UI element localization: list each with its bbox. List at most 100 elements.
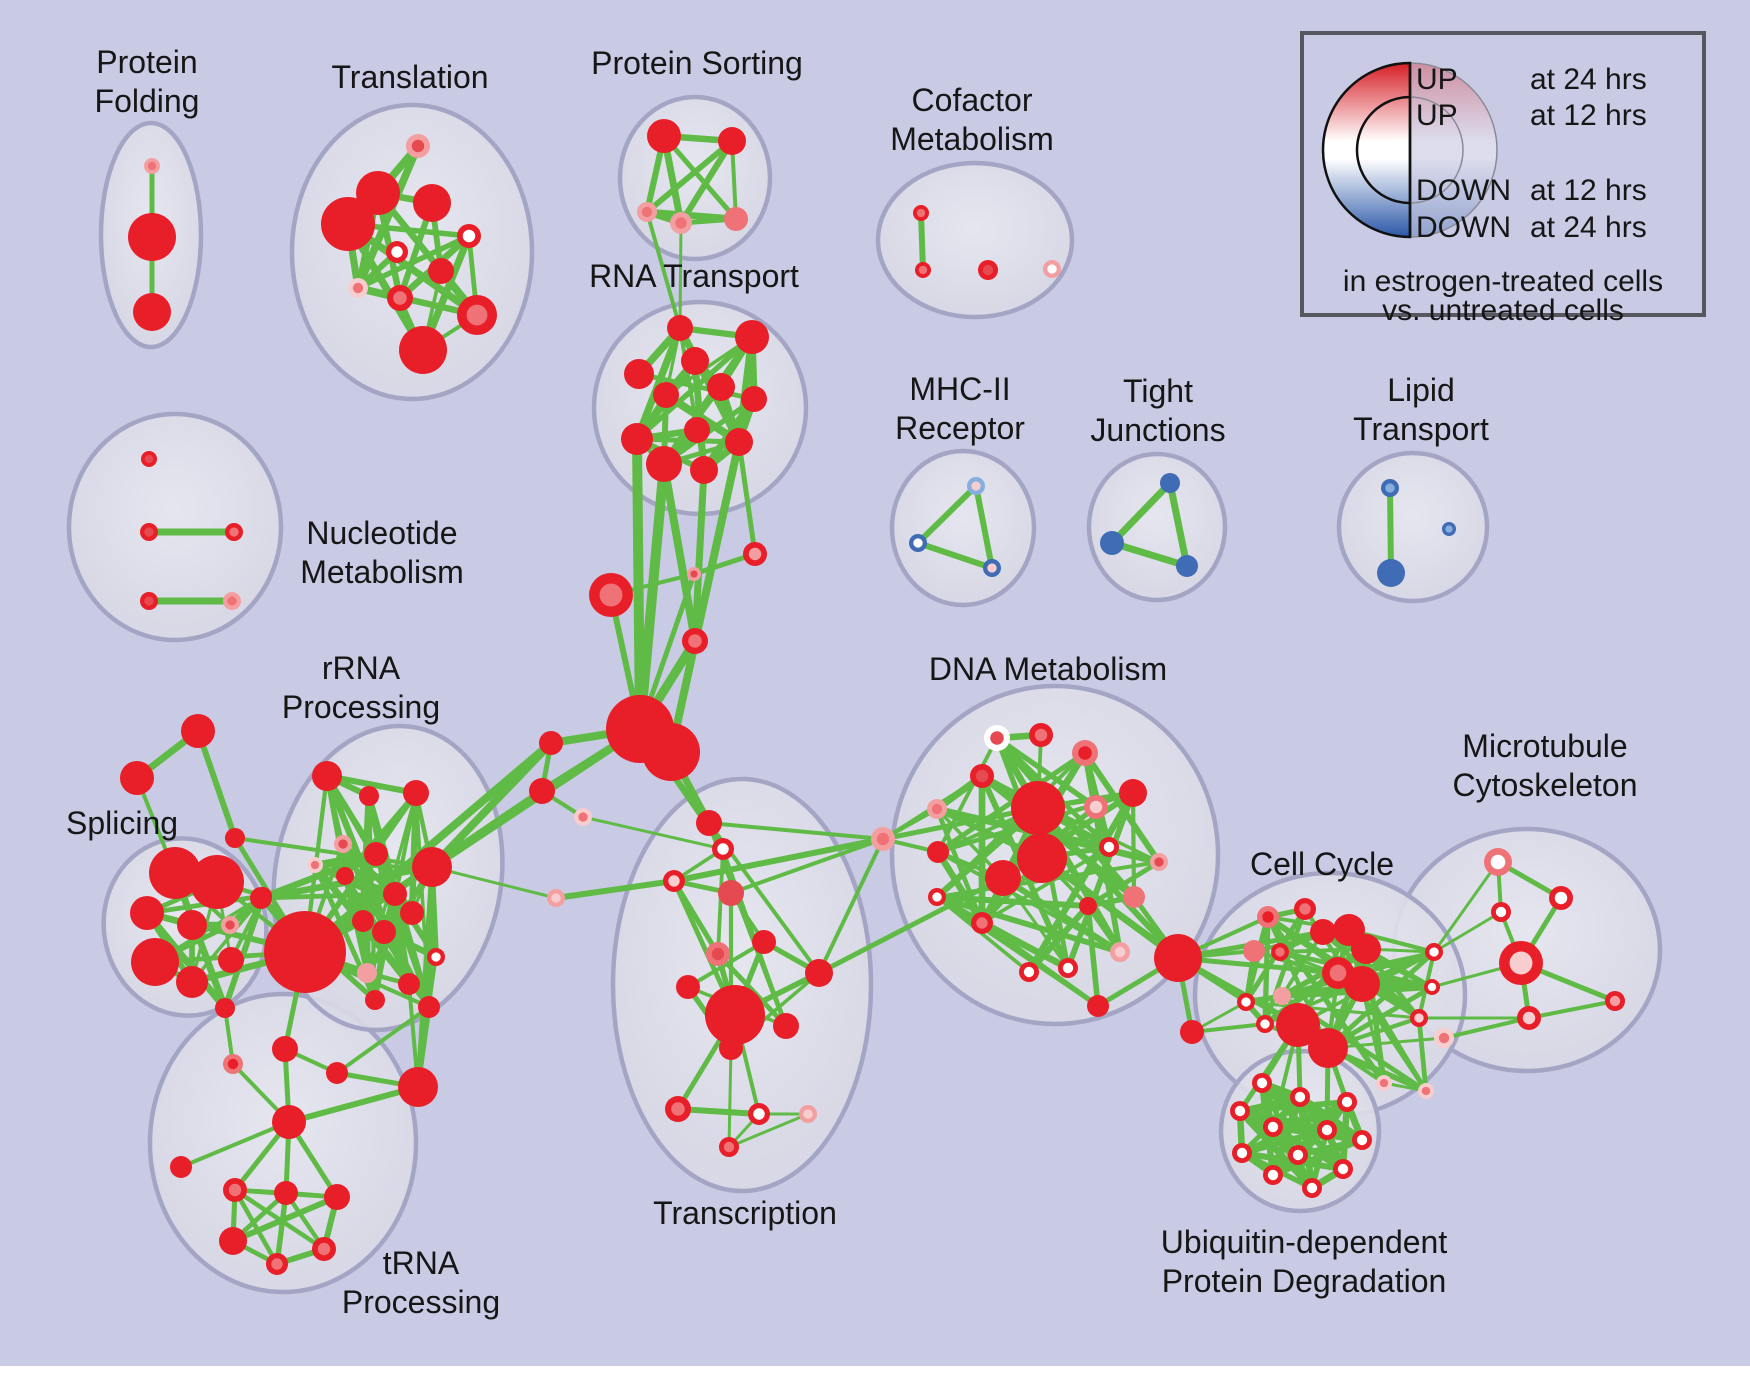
node-rr11 <box>352 910 374 932</box>
node-rr15 <box>357 963 377 983</box>
node-tx15-center <box>723 1141 735 1153</box>
legend-footnote-line1: in estrogen-treated cells <box>1342 265 1664 298</box>
edge <box>644 138 735 215</box>
edge <box>727 1112 810 1149</box>
node-tx12-center <box>671 1102 685 1116</box>
node-mi2-center <box>1554 891 1568 905</box>
node-u11-center <box>1337 1163 1349 1175</box>
edge <box>635 459 669 734</box>
edge <box>1325 984 1435 1051</box>
edge <box>286 1084 421 1125</box>
node-x7-center <box>578 812 588 822</box>
node-r7 <box>741 386 767 412</box>
legend-inner-ring-faded-half <box>1409 96 1464 204</box>
node-d2-center <box>1034 728 1048 742</box>
edge <box>581 815 725 851</box>
edge <box>364 910 415 976</box>
node-pf2 <box>128 213 176 261</box>
node-k3 <box>1310 919 1336 945</box>
cluster-label-transcription: Transcription <box>653 1195 837 1231</box>
node-sp9 <box>215 998 235 1018</box>
edge <box>257 850 380 902</box>
node-u7-center <box>1356 1134 1368 1146</box>
cluster-label-nucleotide-metabolism: Nucleotide Metabolism <box>300 515 464 590</box>
edge <box>671 836 886 884</box>
edge <box>691 466 708 645</box>
node-d5-center <box>931 803 943 815</box>
edge <box>707 821 885 841</box>
node-rr14-center <box>431 952 441 962</box>
edge <box>233 836 434 869</box>
edge <box>1527 999 1617 1020</box>
node-rr18 <box>418 996 440 1018</box>
legend-up-24-time: at 24 hrs <box>1530 63 1647 96</box>
legend-up-24-dir: UP <box>1416 63 1458 96</box>
cluster-label-microtubule-cytoskeleton: Microtubule Cytoskeleton <box>1453 728 1638 803</box>
node-cc0b <box>1180 1020 1204 1044</box>
edge <box>415 864 435 1090</box>
node-u12-center <box>1306 1182 1318 1194</box>
node-k2-center <box>1299 903 1311 915</box>
node-p4-center <box>675 217 687 229</box>
legend-down-12-time: at 12 hrs <box>1530 174 1647 207</box>
edge <box>1442 1016 1531 1040</box>
node-tj3 <box>1176 555 1198 577</box>
node-rc4-center <box>551 893 561 903</box>
edge <box>1166 479 1191 570</box>
legend-inner-ring-half <box>1355 95 1411 205</box>
edge <box>230 1194 340 1244</box>
node-d21 <box>1087 995 1109 1017</box>
edge <box>1416 1015 1429 1094</box>
node-d11 <box>1119 779 1147 807</box>
node-k14 <box>1308 1028 1348 1068</box>
node-lp3 <box>1377 559 1405 587</box>
node-d20 <box>1079 897 1097 915</box>
legend-row-up-24: UP at 24 hrs <box>1416 63 1647 97</box>
node-k6-center <box>1329 964 1347 982</box>
node-d9 <box>985 860 1021 896</box>
node-rr10 <box>250 887 272 909</box>
node-tx3-center <box>668 875 680 887</box>
cluster-bubble-protein-sorting <box>617 94 773 262</box>
edge <box>1325 949 1437 1051</box>
node-rr16 <box>398 973 420 995</box>
nodes-layer <box>120 119 1625 1275</box>
cluster-label-ubiquitin-degradation: Ubiquitin-dependent Protein Degradation <box>1161 1224 1448 1299</box>
node-r3 <box>681 347 709 375</box>
node-nm1-center <box>144 454 154 464</box>
edge <box>1038 854 1182 962</box>
node-tx11 <box>719 1036 743 1060</box>
cluster-label-splicing: Splicing <box>66 805 178 841</box>
edge <box>1025 902 1092 976</box>
edge <box>716 847 725 956</box>
legend-down-12-dir: DOWN <box>1416 174 1511 207</box>
node-t1-center <box>411 139 425 153</box>
node-p3-center <box>641 206 653 218</box>
edge <box>408 789 420 917</box>
node-x2-center <box>690 570 698 578</box>
node-tx7 <box>676 975 700 999</box>
edge <box>1432 860 1500 954</box>
node-k12-center <box>1260 1019 1270 1029</box>
node-nm3-center <box>229 527 239 537</box>
edge <box>715 951 789 1029</box>
node-u5-center <box>1267 1121 1279 1133</box>
edge <box>980 774 1161 864</box>
legend-up-12-time: at 12 hrs <box>1530 99 1647 132</box>
edge <box>553 878 677 901</box>
legend-row-down-12: DOWN at 12 hrs <box>1416 174 1647 208</box>
legend-box: UP at 24 hrs UP at 12 hrs DOWN at 12 hrs DO… <box>1300 31 1706 326</box>
node-t2 <box>356 171 400 215</box>
legend-outer-ring-half <box>1321 61 1412 239</box>
node-k11-center <box>1241 997 1251 1007</box>
edge <box>736 439 758 557</box>
edge <box>915 483 979 546</box>
node-k15-center <box>1429 947 1439 957</box>
node-sp3 <box>130 896 164 930</box>
edge <box>179 1120 291 1169</box>
node-sp5-center <box>225 920 235 930</box>
node-rr8 <box>412 847 452 887</box>
edge <box>354 284 481 319</box>
edge <box>355 233 472 291</box>
node-sp6 <box>131 938 179 986</box>
